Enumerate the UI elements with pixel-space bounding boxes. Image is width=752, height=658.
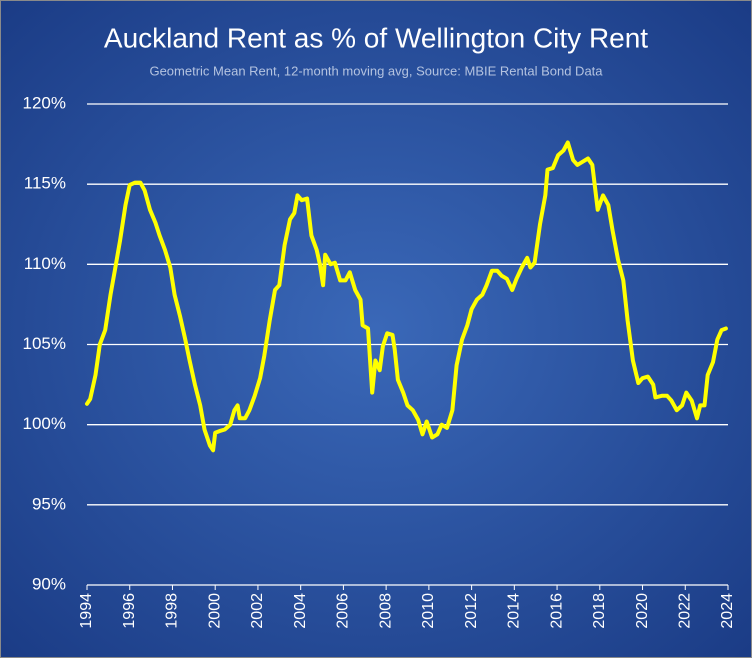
x-tick-label: 2002 [249,593,266,629]
data-line [85,140,728,453]
y-tick-label: 100% [23,414,66,433]
x-tick-label: 2024 [719,593,736,629]
x-tick-label: 2010 [420,593,437,629]
y-tick-label: 95% [32,494,66,513]
x-tick-label: 2008 [377,593,394,629]
x-tick-label: 2020 [634,593,651,629]
y-tick-label: 105% [23,334,66,353]
x-tick-label: 1994 [78,593,95,629]
y-tick-label: 120% [23,93,66,112]
x-tick-label: 2000 [206,593,223,629]
x-tick-label: 2004 [292,593,309,629]
chart-subtitle: Geometric Mean Rent, 12-month moving avg… [149,63,603,78]
y-tick-label: 115% [24,174,66,193]
chart-title: Auckland Rent as % of Wellington City Re… [104,22,648,53]
y-tick-label: 90% [32,574,66,593]
x-tick-label: 2012 [463,593,480,629]
x-tick-label: 1998 [164,593,181,629]
x-tick-label: 2022 [676,593,693,629]
x-tick-label: 2018 [591,593,608,629]
x-tick-label: 2016 [548,593,565,629]
x-tick-label: 2014 [506,593,523,629]
x-tick-label: 1996 [121,593,138,629]
x-tick-label: 2006 [335,593,352,629]
y-tick-label: 110% [24,254,66,273]
